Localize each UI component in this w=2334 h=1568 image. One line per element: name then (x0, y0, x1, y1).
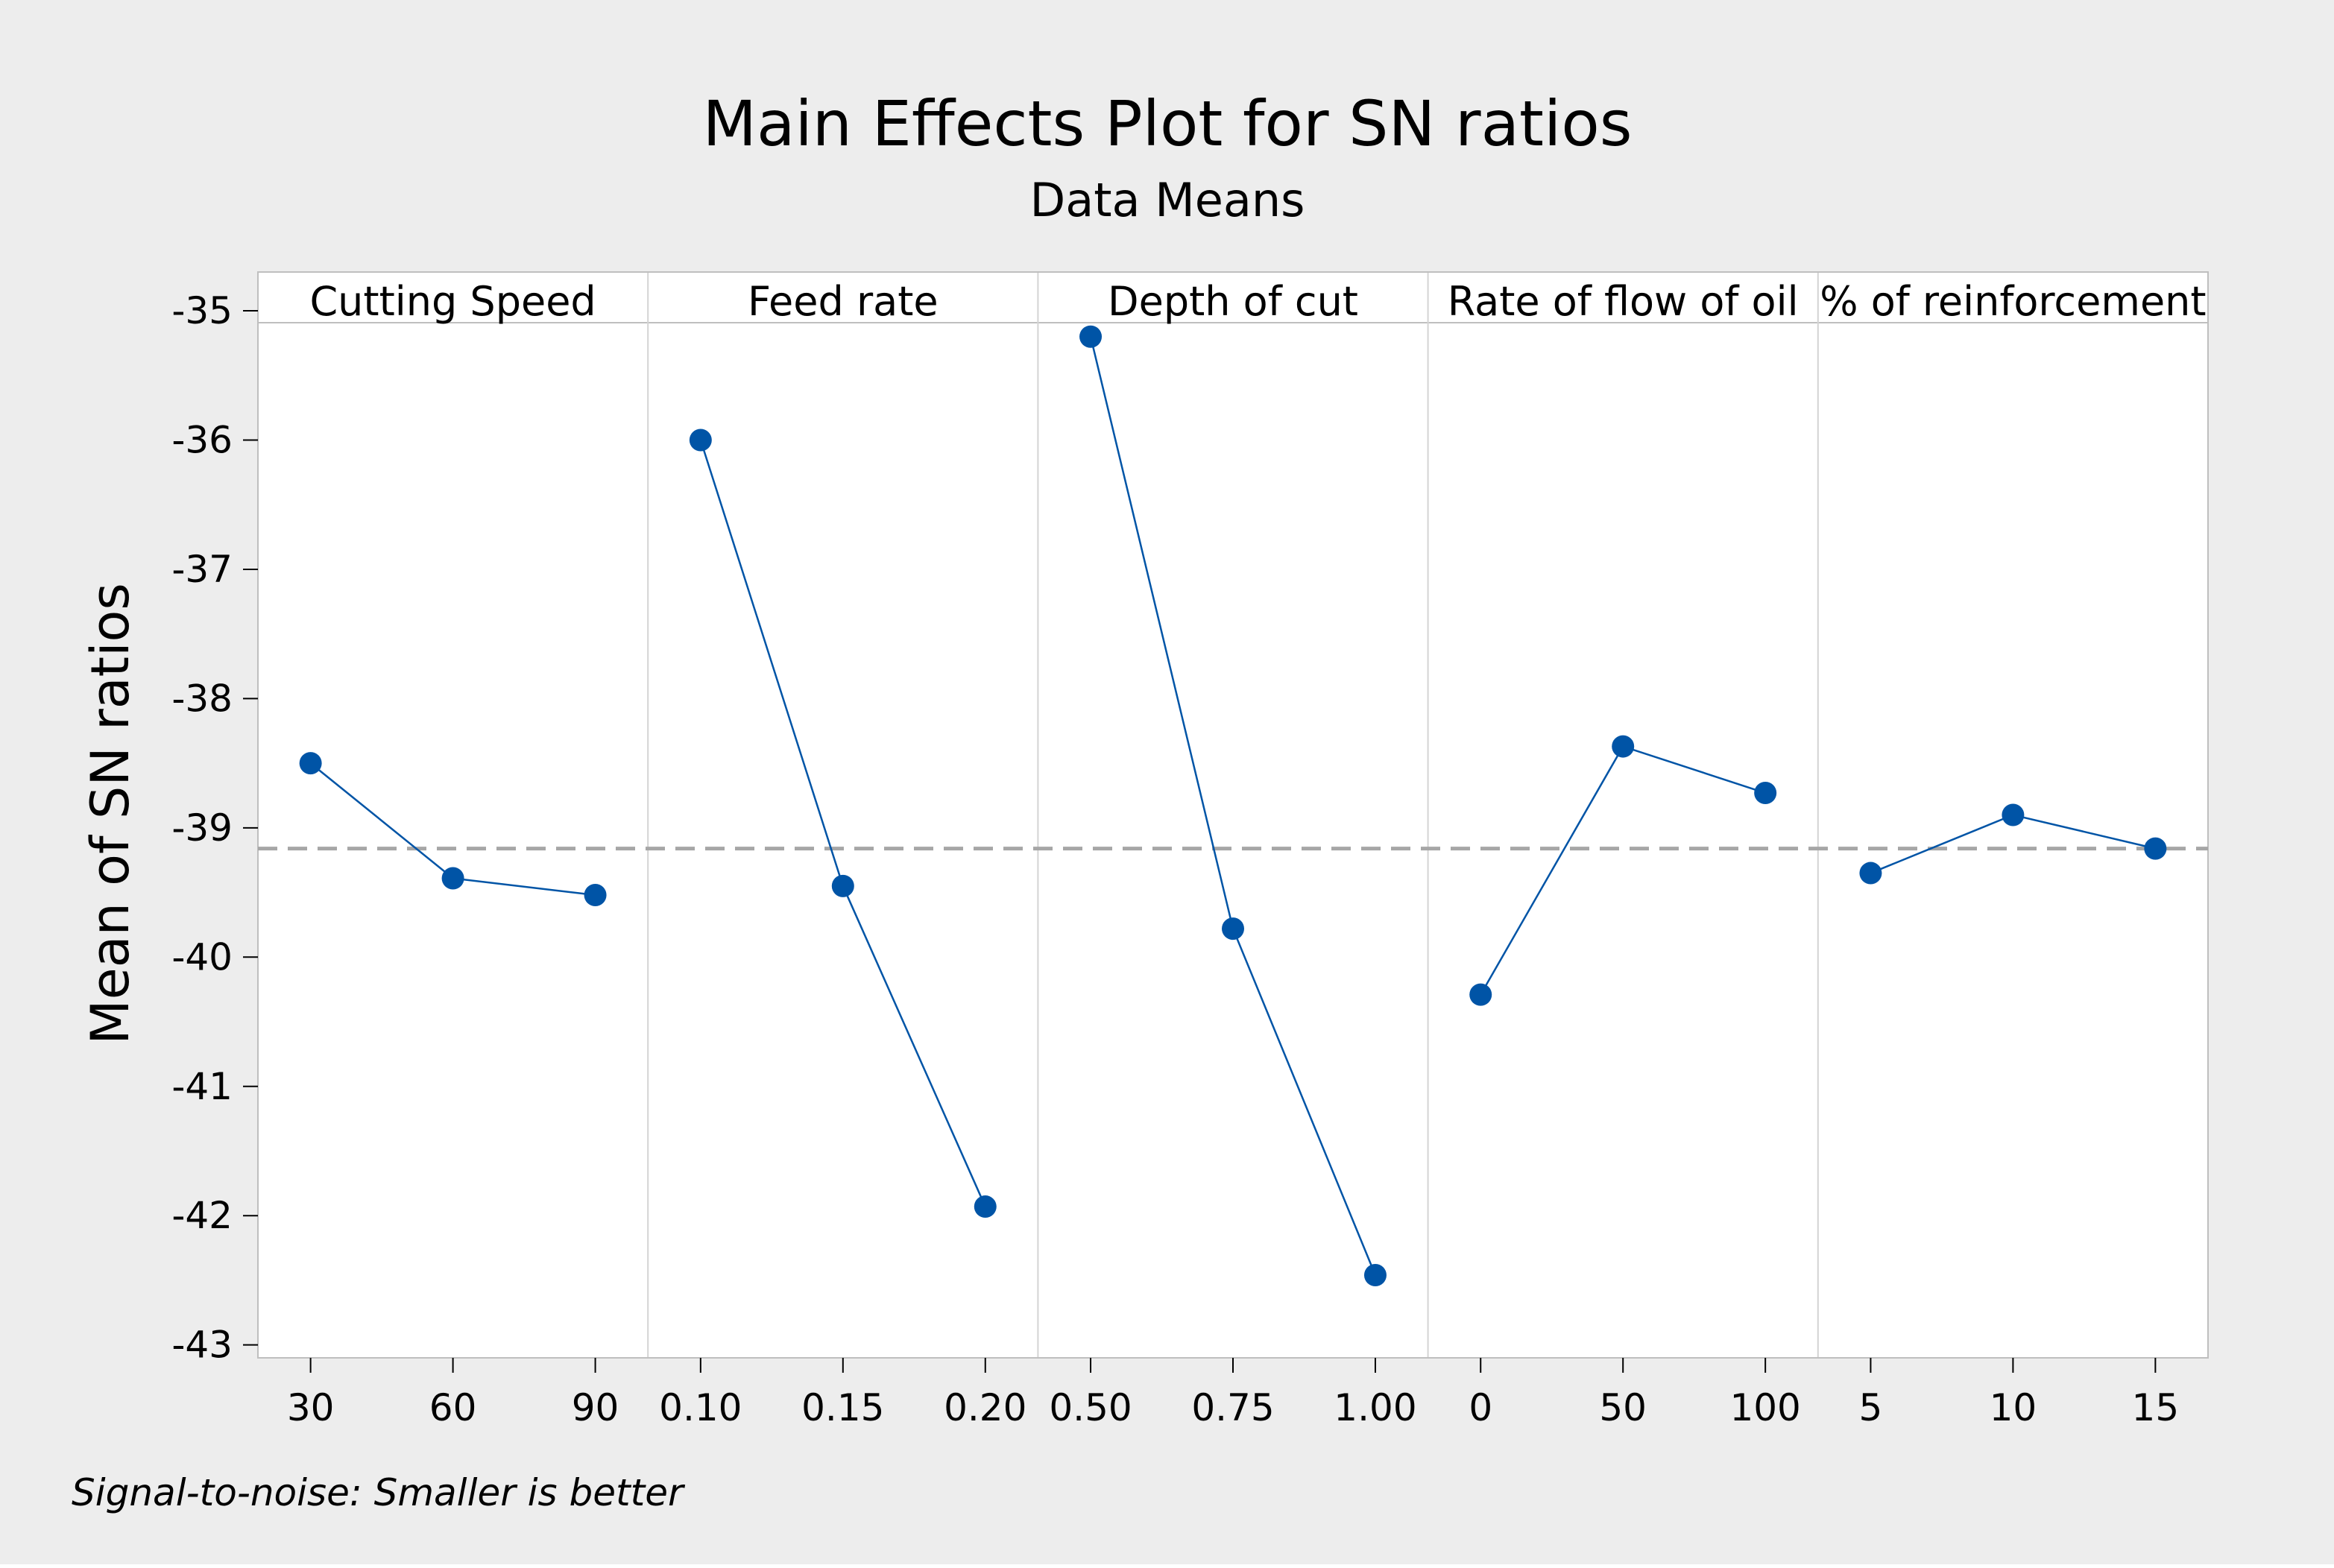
x-tick-label: 30 (287, 1386, 335, 1429)
x-tick-label: 0.20 (944, 1386, 1026, 1429)
y-tick-label: -40 (171, 935, 233, 979)
x-tick-label: 0 (1469, 1386, 1492, 1429)
x-tick-label: 0.75 (1191, 1386, 1274, 1429)
y-tick-label: -36 (171, 418, 233, 461)
x-tick-label: 1.00 (1334, 1386, 1416, 1429)
panel-label-2: Feed rate (748, 278, 939, 325)
plot-area: Cutting Speed Feed rate Depth of cut Rate o… (171, 271, 2209, 1429)
data-point (2002, 803, 2025, 826)
y-tick-label: -41 (171, 1065, 233, 1108)
footnote: Signal-to-noise: Smaller is better (72, 1471, 686, 1514)
x-tick-label: 100 (1729, 1386, 1800, 1429)
data-point (974, 1195, 997, 1218)
data-point (2144, 837, 2167, 860)
plot-background (258, 272, 2208, 1358)
data-point (1469, 983, 1492, 1006)
chart-title: Main Effects Plot for SN ratios (703, 87, 1633, 160)
panel-label-4: Rate of flow of oil (1448, 278, 1799, 325)
y-tick-label: -37 (171, 548, 233, 591)
data-point (441, 867, 464, 890)
x-tick-label: 0.50 (1049, 1386, 1132, 1429)
x-tick-label: 0.15 (801, 1386, 884, 1429)
data-point (1859, 862, 1882, 885)
x-tick-label: 90 (572, 1386, 619, 1429)
x-tick-label: 60 (429, 1386, 477, 1429)
x-tick-label: 10 (1990, 1386, 2037, 1429)
chart-subtitle: Data Means (1030, 173, 1305, 227)
x-tick-label: 0.10 (659, 1386, 742, 1429)
panel-label-1: Cutting Speed (309, 278, 596, 325)
data-point (584, 884, 607, 907)
x-tick-label: 50 (1599, 1386, 1647, 1429)
x-tick-label: 15 (2132, 1386, 2180, 1429)
data-point (1612, 735, 1635, 758)
panel-label-5: % of reinforcement (1820, 278, 2206, 325)
y-tick-label: -38 (171, 677, 233, 720)
data-point (1222, 917, 1244, 941)
data-point (1363, 1263, 1387, 1286)
y-tick-label: -43 (171, 1324, 233, 1367)
y-tick-label: -35 (171, 289, 233, 332)
data-point (1079, 325, 1103, 348)
data-point (299, 752, 322, 775)
y-axis-label: Mean of SN ratios (80, 583, 141, 1045)
panel-label-3: Depth of cut (1108, 278, 1358, 325)
data-point (1754, 782, 1777, 805)
x-tick-label: 5 (1859, 1386, 1883, 1429)
data-point (831, 874, 854, 897)
y-tick-label: -39 (171, 806, 233, 850)
data-point (689, 429, 712, 452)
y-tick-label: -42 (171, 1194, 233, 1237)
